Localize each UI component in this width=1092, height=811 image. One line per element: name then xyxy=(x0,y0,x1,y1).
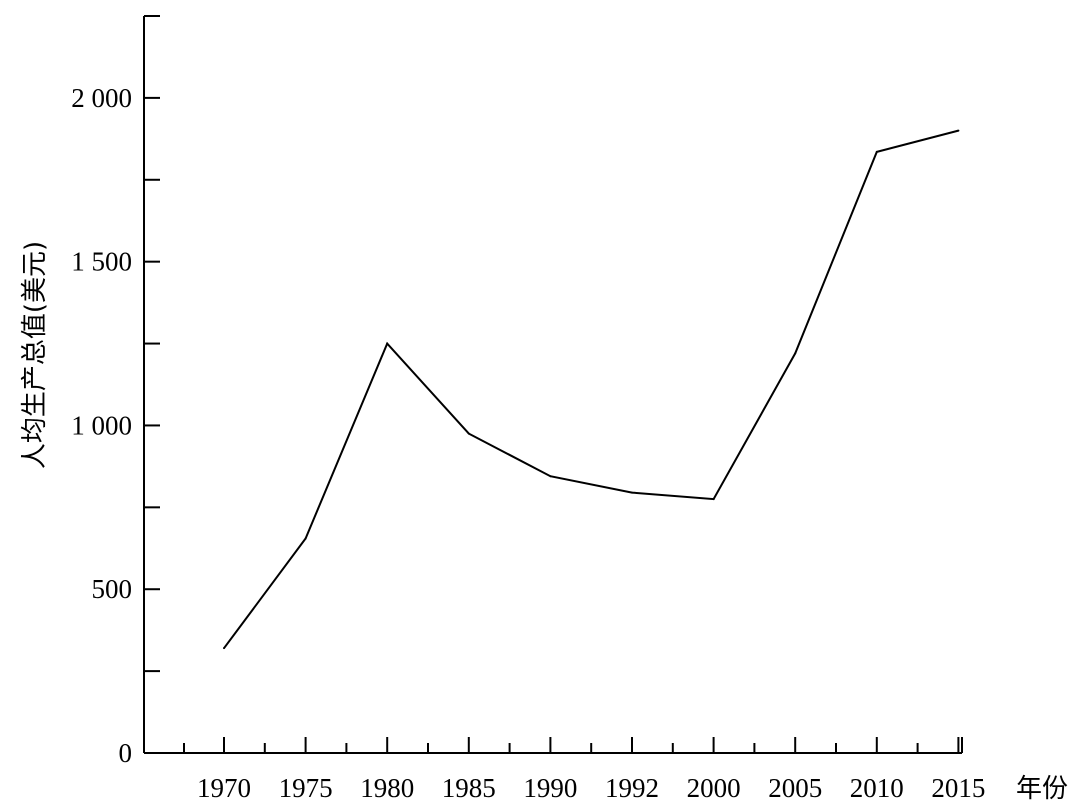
x-tick-label: 1985 xyxy=(442,773,496,803)
x-axis-title: 年份 xyxy=(1016,774,1068,804)
data-point xyxy=(875,150,878,153)
x-tick-label: 1980 xyxy=(360,773,414,803)
y-tick-label: 500 xyxy=(92,574,133,604)
x-tick-label: 1990 xyxy=(523,773,577,803)
y-tick-label: 1 500 xyxy=(71,247,132,277)
data-points xyxy=(223,129,960,650)
data-point xyxy=(386,342,389,345)
data-point xyxy=(304,537,307,540)
x-tick-label: 2000 xyxy=(687,773,741,803)
x-tick-label: 1970 xyxy=(197,773,251,803)
x-tick-label: 2010 xyxy=(850,773,904,803)
data-point xyxy=(467,432,470,435)
x-ticks: 1970 1975 1980 1985 1990 1992 2000 2005 2010 2015 xyxy=(183,737,985,803)
y-ticks: 0 500 1 000 1 500 2 000 xyxy=(71,15,160,768)
data-point xyxy=(549,475,552,478)
y-tick-label: 1 000 xyxy=(71,410,132,440)
x-tick-label: 1975 xyxy=(279,773,333,803)
x-tick-label: 1992 xyxy=(605,773,659,803)
y-tick-label: 0 xyxy=(119,738,133,768)
x-tick-label: 2005 xyxy=(768,773,822,803)
x-tick-label: 2015 xyxy=(931,773,985,803)
axes xyxy=(143,16,963,754)
data-point xyxy=(957,129,960,132)
data-point xyxy=(631,491,633,494)
data-point xyxy=(712,498,715,501)
y-tick-label: 2 000 xyxy=(71,83,132,113)
y-axis-title: 人均生产总值(美元) xyxy=(20,241,50,469)
series-line xyxy=(223,129,959,649)
data-point xyxy=(794,352,797,355)
data-point xyxy=(223,647,225,650)
